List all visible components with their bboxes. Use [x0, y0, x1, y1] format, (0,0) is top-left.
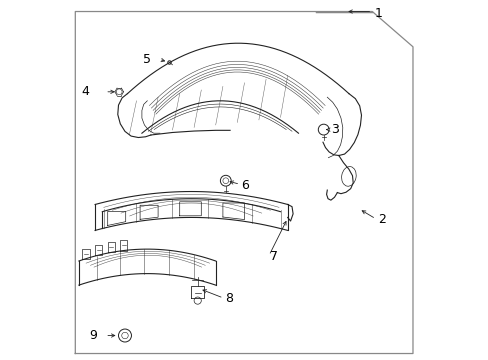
Text: 3: 3	[330, 123, 338, 136]
Text: 9: 9	[89, 329, 98, 342]
Text: 8: 8	[224, 292, 232, 305]
Text: 4: 4	[81, 85, 89, 98]
Text: 6: 6	[241, 179, 248, 192]
Text: 1: 1	[374, 7, 382, 20]
Text: 2: 2	[377, 213, 385, 226]
Text: 5: 5	[142, 53, 151, 66]
Text: 7: 7	[270, 250, 278, 263]
